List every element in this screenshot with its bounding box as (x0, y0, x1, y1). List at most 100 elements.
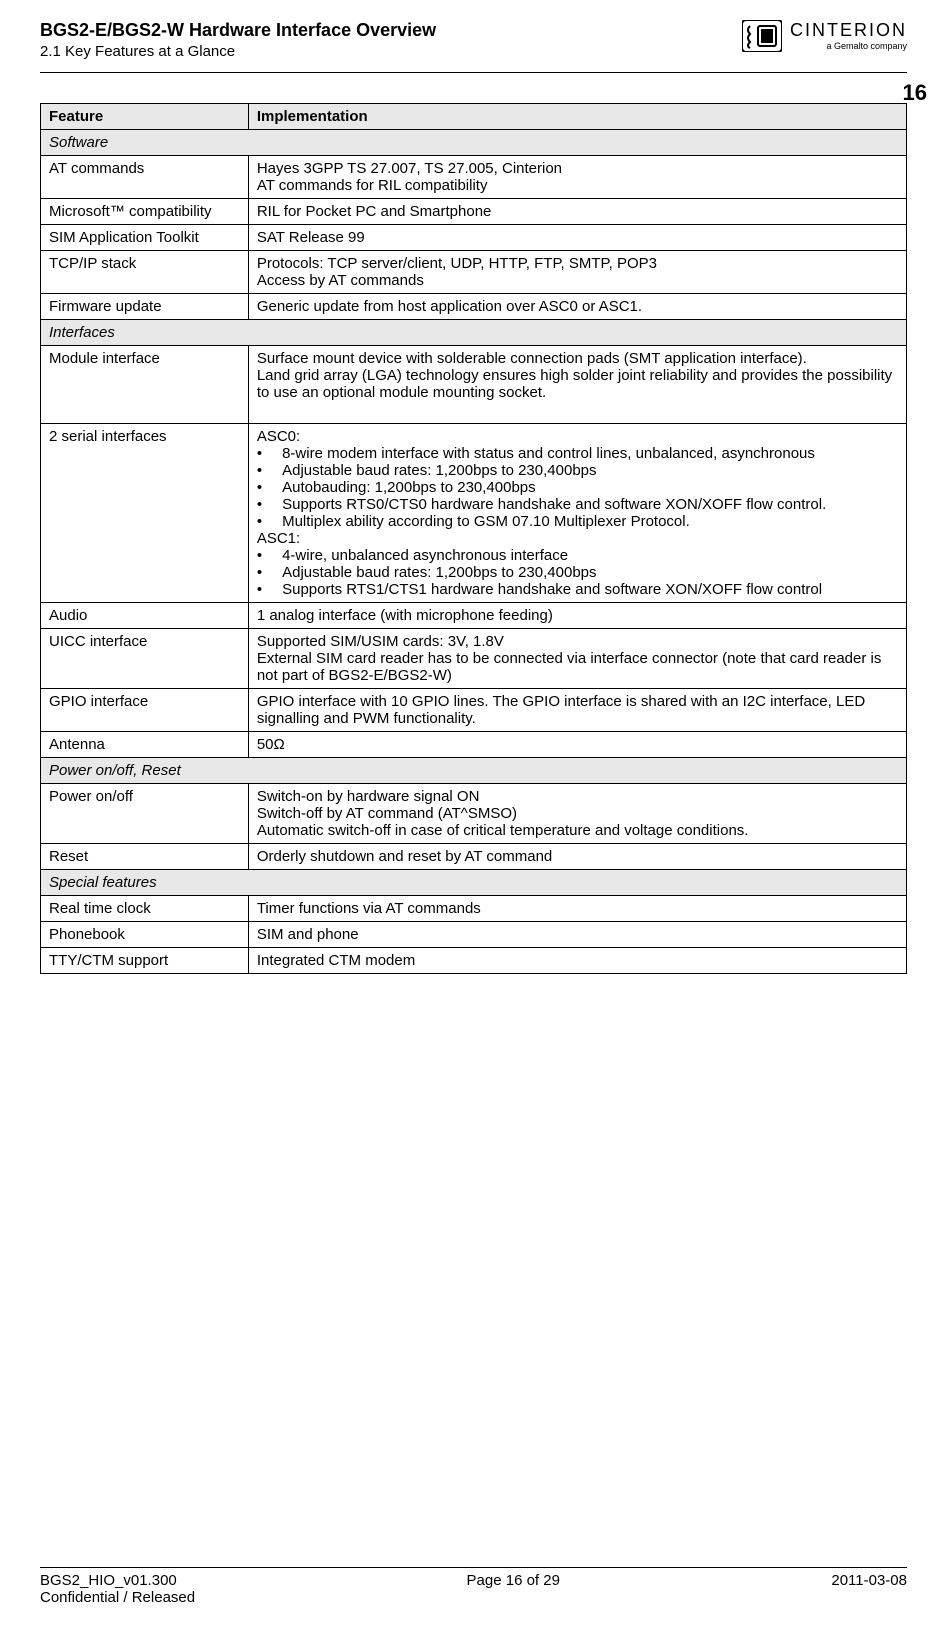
list-item: Adjustable baud rates: 1,200bps to 230,4… (257, 462, 898, 479)
feature-cell: Firmware update (41, 294, 249, 320)
impl-cell: Timer functions via AT commands (248, 896, 906, 922)
table-row: TCP/IP stack Protocols: TCP server/clien… (41, 251, 907, 294)
feature-cell: Audio (41, 603, 249, 629)
table-row: Module interface Surface mount device wi… (41, 346, 907, 424)
text: External SIM card reader has to be conne… (257, 650, 882, 684)
impl-cell: Switch-on by hardware signal ON Switch-o… (248, 784, 906, 844)
text: Surface mount device with solderable con… (257, 350, 807, 367)
table-row: Reset Orderly shutdown and reset by AT c… (41, 844, 907, 870)
header-left: BGS2-E/BGS2-W Hardware Interface Overvie… (40, 20, 742, 60)
page-footer: BGS2_HIO_v01.300 Confidential / Released… (40, 1567, 907, 1606)
impl-cell: 50Ω (248, 732, 906, 758)
impl-cell: Surface mount device with solderable con… (248, 346, 906, 424)
list-item: Adjustable baud rates: 1,200bps to 230,4… (257, 564, 898, 581)
asc1-label: ASC1: (257, 530, 300, 547)
section-label: Interfaces (41, 320, 907, 346)
feature-cell: SIM Application Toolkit (41, 225, 249, 251)
asc0-list: 8-wire modem interface with status and c… (257, 445, 898, 530)
content: Feature Implementation Software AT comma… (0, 73, 947, 974)
footer-left: BGS2_HIO_v01.300 Confidential / Released (40, 1572, 195, 1606)
logo-tagline: a Gemalto company (790, 41, 907, 51)
list-item: 8-wire modem interface with status and c… (257, 445, 898, 462)
feature-cell: 2 serial interfaces (41, 424, 249, 603)
text: Access by AT commands (257, 272, 424, 289)
table-row: AT commands Hayes 3GPP TS 27.007, TS 27.… (41, 156, 907, 199)
list-item: Multiplex ability according to GSM 07.10… (257, 513, 898, 530)
impl-cell: 1 analog interface (with microphone feed… (248, 603, 906, 629)
table-row: Firmware update Generic update from host… (41, 294, 907, 320)
section-special: Special features (41, 870, 907, 896)
table-row: GPIO interface GPIO interface with 10 GP… (41, 689, 907, 732)
logo: CINTERION a Gemalto company (742, 20, 907, 52)
th-implementation: Implementation (248, 104, 906, 130)
list-item: 4-wire, unbalanced asynchronous interfac… (257, 547, 898, 564)
text: Protocols: TCP server/client, UDP, HTTP,… (257, 255, 657, 272)
feature-table: Feature Implementation Software AT comma… (40, 103, 907, 974)
feature-cell: TTY/CTM support (41, 948, 249, 974)
table-row: Power on/off Switch-on by hardware signa… (41, 784, 907, 844)
table-row: Audio 1 analog interface (with microphon… (41, 603, 907, 629)
footer-doc-id: BGS2_HIO_v01.300 (40, 1572, 177, 1589)
impl-cell: Generic update from host application ove… (248, 294, 906, 320)
th-feature: Feature (41, 104, 249, 130)
feature-cell: GPIO interface (41, 689, 249, 732)
section-interfaces: Interfaces (41, 320, 907, 346)
footer-date: 2011-03-08 (831, 1572, 907, 1606)
feature-cell: AT commands (41, 156, 249, 199)
cinterion-logo-icon (742, 20, 782, 52)
feature-cell: TCP/IP stack (41, 251, 249, 294)
feature-cell: UICC interface (41, 629, 249, 689)
impl-cell: Orderly shutdown and reset by AT command (248, 844, 906, 870)
impl-cell: SIM and phone (248, 922, 906, 948)
table-row: SIM Application Toolkit SAT Release 99 (41, 225, 907, 251)
feature-cell: Real time clock (41, 896, 249, 922)
impl-cell: Integrated CTM modem (248, 948, 906, 974)
page-header: BGS2-E/BGS2-W Hardware Interface Overvie… (0, 0, 947, 70)
section-label: Software (41, 130, 907, 156)
table-row: Real time clock Timer functions via AT c… (41, 896, 907, 922)
list-item: Supports RTS1/CTS1 hardware handshake an… (257, 581, 898, 598)
text: Switch-off by AT command (AT^SMSO) (257, 805, 517, 822)
header-title: BGS2-E/BGS2-W Hardware Interface Overvie… (40, 20, 742, 41)
table-row: Antenna 50Ω (41, 732, 907, 758)
section-label: Special features (41, 870, 907, 896)
footer-confidential: Confidential / Released (40, 1589, 195, 1606)
asc0-label: ASC0: (257, 428, 300, 445)
logo-name: CINTERION (790, 20, 907, 41)
footer-rule (40, 1567, 907, 1568)
section-software: Software (41, 130, 907, 156)
text: Supported SIM/USIM cards: 3V, 1.8V (257, 633, 504, 650)
feature-cell: Antenna (41, 732, 249, 758)
impl-cell: Protocols: TCP server/client, UDP, HTTP,… (248, 251, 906, 294)
header-subtitle: 2.1 Key Features at a Glance (40, 43, 742, 60)
list-item: Supports RTS0/CTS0 hardware handshake an… (257, 496, 898, 513)
table-row: Phonebook SIM and phone (41, 922, 907, 948)
feature-cell: Phonebook (41, 922, 249, 948)
impl-cell: Supported SIM/USIM cards: 3V, 1.8V Exter… (248, 629, 906, 689)
impl-cell: ASC0: 8-wire modem interface with status… (248, 424, 906, 603)
impl-cell: GPIO interface with 10 GPIO lines. The G… (248, 689, 906, 732)
table-header-row: Feature Implementation (41, 104, 907, 130)
impl-cell: SAT Release 99 (248, 225, 906, 251)
text: Automatic switch-off in case of critical… (257, 822, 749, 839)
feature-cell: Reset (41, 844, 249, 870)
feature-cell: Power on/off (41, 784, 249, 844)
list-item: Autobauding: 1,200bps to 230,400bps (257, 479, 898, 496)
text: AT commands for RIL compatibility (257, 177, 488, 194)
text: Switch-on by hardware signal ON (257, 788, 480, 805)
impl-cell: RIL for Pocket PC and Smartphone (248, 199, 906, 225)
logo-text: CINTERION a Gemalto company (790, 20, 907, 51)
page-number-side: 16 (903, 80, 927, 106)
table-row: UICC interface Supported SIM/USIM cards:… (41, 629, 907, 689)
footer-page: Page 16 of 29 (467, 1572, 560, 1606)
asc1-list: 4-wire, unbalanced asynchronous interfac… (257, 547, 898, 598)
table-row: 2 serial interfaces ASC0: 8-wire modem i… (41, 424, 907, 603)
section-label: Power on/off, Reset (41, 758, 907, 784)
feature-cell: Module interface (41, 346, 249, 424)
footer-row: BGS2_HIO_v01.300 Confidential / Released… (40, 1572, 907, 1606)
table-row: Microsoft™ compatibility RIL for Pocket … (41, 199, 907, 225)
table-row: TTY/CTM support Integrated CTM modem (41, 948, 907, 974)
feature-cell: Microsoft™ compatibility (41, 199, 249, 225)
section-power: Power on/off, Reset (41, 758, 907, 784)
text: Hayes 3GPP TS 27.007, TS 27.005, Cinteri… (257, 160, 562, 177)
